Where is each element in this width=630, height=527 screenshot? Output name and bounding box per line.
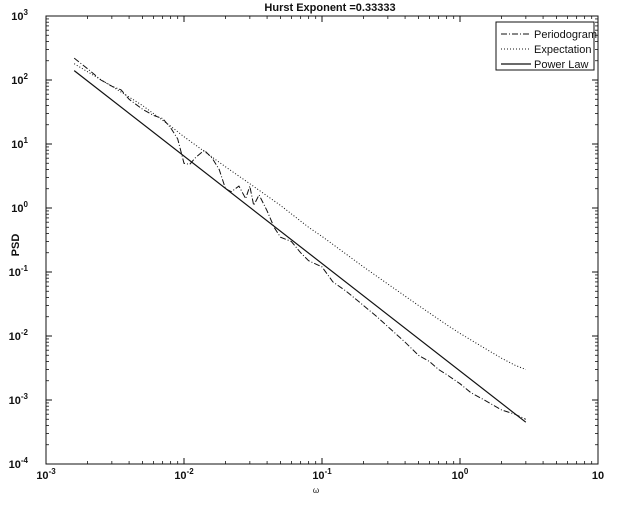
y-tick-label: 100 <box>11 200 28 215</box>
x-tick-label: 10-1 <box>312 467 332 482</box>
y-tick-label: 103 <box>11 8 28 23</box>
legend: Periodogram Expectation Power Law <box>495 21 597 71</box>
y-tick-label: 10-2 <box>9 328 29 343</box>
series-expectation <box>73 63 526 370</box>
x-axis-label: ω <box>313 486 319 495</box>
y-tick-label: 101 <box>11 136 28 151</box>
plot-frame <box>45 15 599 465</box>
x-tick-label: 10-2 <box>174 467 194 482</box>
legend-label-expectation: Expectation <box>534 44 591 56</box>
y-axis-label: PSD <box>10 234 22 257</box>
chart-title: Hurst Exponent =0.33333 <box>264 2 395 14</box>
y-tick-label: 10-1 <box>9 264 29 279</box>
x-tick-label: 10-3 <box>36 467 56 482</box>
x-tick-label: 100 <box>452 467 469 482</box>
series-periodogram <box>73 57 527 420</box>
series-layer <box>73 57 527 423</box>
legend-label-periodogram: Periodogram <box>534 29 597 41</box>
legend-box <box>495 21 595 71</box>
y-tick-label: 10-3 <box>9 392 29 407</box>
y-tick-label: 10-4 <box>9 456 29 471</box>
x-tick-label: 10 <box>592 470 604 482</box>
y-tick-label: 102 <box>11 72 28 87</box>
series-power-law <box>73 70 527 423</box>
legend-label-power-law: Power Law <box>534 59 588 71</box>
tick-layer: 10-3 10-2 10-1 100 10 10-4 10-3 10-2 10-1 100 101 1… <box>9 8 605 482</box>
